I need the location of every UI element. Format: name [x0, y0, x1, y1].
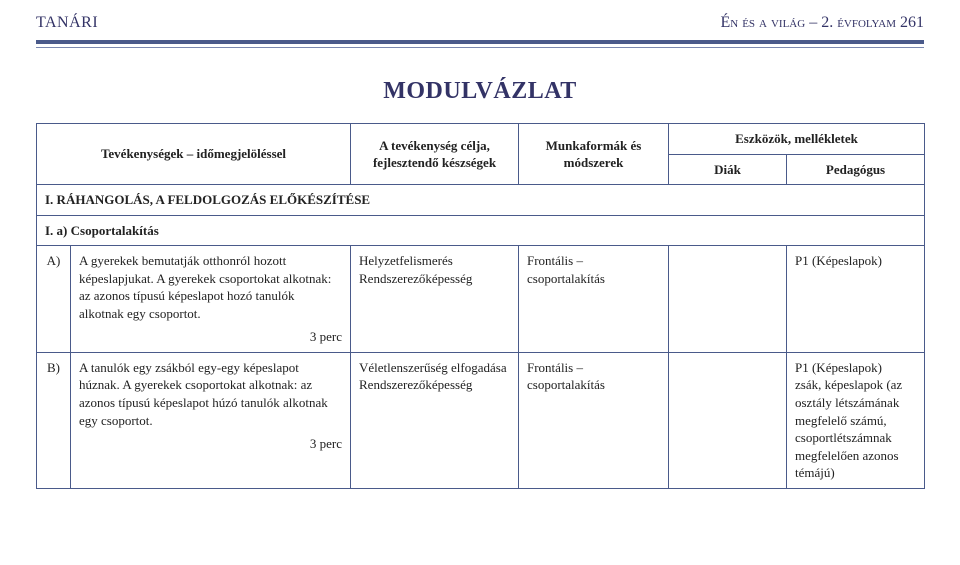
row-activity: A tanulók egy zsákból egy-egy képeslapot…	[79, 359, 342, 429]
section-row-1a: I. a) Csoportalakítás	[37, 215, 925, 246]
row-teacher: P1 (Képeslapok)zsák, képeslapok (az oszt…	[787, 352, 925, 488]
th-methods: Munkaformák és módszerek	[519, 124, 669, 185]
th-tools-group: Eszközök, mellékletek	[669, 124, 925, 155]
module-table: Tevékenységek – időmegjelöléssel A tevék…	[36, 123, 925, 489]
th-student: Diák	[669, 154, 787, 185]
header-page-number: 261	[896, 14, 924, 31]
row-activity: A gyerekek bemutatják otthonról hozott k…	[79, 252, 342, 322]
header-subject: Én és a világ – 2. évfolyam	[720, 14, 896, 31]
row-student	[669, 246, 787, 353]
row-duration: 3 perc	[79, 328, 342, 346]
row-letter: B)	[37, 352, 71, 488]
row-student	[669, 352, 787, 488]
page-header: TANÁRI Én és a világ – 2. évfolyam 261	[0, 0, 960, 40]
page-title: MODULVÁZLAT	[0, 78, 960, 105]
row-duration: 3 perc	[79, 435, 342, 453]
th-activities: Tevékenységek – időmegjelöléssel	[37, 124, 351, 185]
table-row: B) A tanulók egy zsákból egy-egy képesla…	[37, 352, 925, 488]
row-activity-cell: A tanulók egy zsákból egy-egy képeslapot…	[71, 352, 351, 488]
th-teacher: Pedagógus	[787, 154, 925, 185]
row-letter: A)	[37, 246, 71, 353]
header-rules	[0, 40, 960, 48]
header-left: TANÁRI	[36, 14, 98, 32]
section-row-1: I. RÁHANGOLÁS, A FELDOLGOZÁS ELŐKÉSZÍTÉS…	[37, 185, 925, 216]
th-objectives: A tevékenység célja, fejlesztendő készsé…	[351, 124, 519, 185]
row-objectives: HelyzetfelismerésRendszerezőképesség	[351, 246, 519, 353]
section-1a-label: I. a) Csoportalakítás	[37, 215, 925, 246]
row-methods: Frontális – csoportalakítás	[519, 246, 669, 353]
row-methods: Frontális – csoportalakítás	[519, 352, 669, 488]
header-right: Én és a világ – 2. évfolyam 261	[720, 14, 924, 32]
section-1-label: I. RÁHANGOLÁS, A FELDOLGOZÁS ELŐKÉSZÍTÉS…	[37, 185, 925, 216]
table-row: A) A gyerekek bemutatják otthonról hozot…	[37, 246, 925, 353]
row-teacher: P1 (Képeslapok)	[787, 246, 925, 353]
row-activity-cell: A gyerekek bemutatják otthonról hozott k…	[71, 246, 351, 353]
row-objectives: Véletlenszerűség elfogadásaRendszerezőké…	[351, 352, 519, 488]
